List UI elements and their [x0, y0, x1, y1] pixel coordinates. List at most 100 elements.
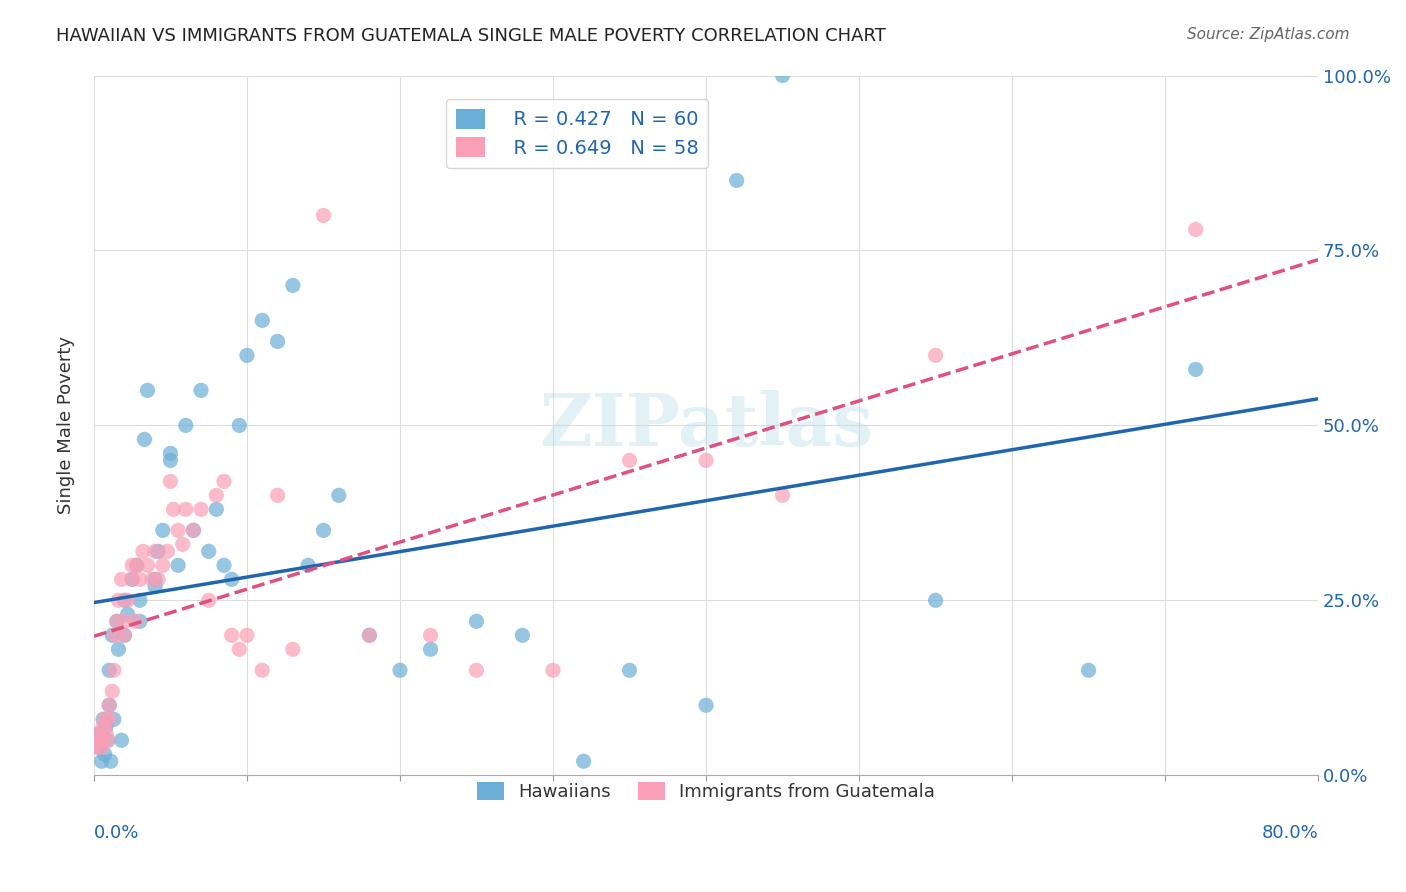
Point: [183, 524, 205, 538]
Point: [236, 628, 259, 642]
Point: [328, 488, 350, 502]
Point: [205, 488, 228, 502]
Point: [1184, 222, 1206, 236]
Text: HAWAIIAN VS IMMIGRANTS FROM GUATEMALA SINGLE MALE POVERTY CORRELATION CHART: HAWAIIAN VS IMMIGRANTS FROM GUATEMALA SI…: [56, 27, 886, 45]
Point: [91, 712, 114, 726]
Point: [96, 719, 118, 733]
Point: [86, 740, 108, 755]
Point: [96, 726, 118, 740]
Point: [541, 663, 564, 677]
Point: [143, 572, 166, 586]
Point: [114, 593, 136, 607]
Point: [89, 733, 111, 747]
Point: [252, 663, 274, 677]
Point: [107, 593, 129, 607]
Point: [281, 642, 304, 657]
Point: [465, 663, 488, 677]
Point: [281, 278, 304, 293]
Point: [136, 384, 159, 398]
Point: [101, 628, 124, 642]
Point: [419, 642, 441, 657]
Point: [152, 558, 174, 573]
Point: [117, 593, 139, 607]
Point: [141, 572, 163, 586]
Point: [104, 628, 127, 642]
Point: [128, 593, 150, 607]
Point: [132, 544, 155, 558]
Point: [221, 572, 243, 586]
Point: [128, 572, 150, 586]
Point: [205, 502, 228, 516]
Point: [136, 558, 159, 573]
Text: 0.0%: 0.0%: [94, 824, 139, 842]
Text: 80.0%: 80.0%: [1261, 824, 1319, 842]
Point: [197, 593, 219, 607]
Point: [619, 453, 641, 467]
Point: [114, 615, 136, 629]
Point: [143, 579, 166, 593]
Point: [110, 572, 132, 586]
Point: [212, 475, 235, 489]
Point: [114, 628, 136, 642]
Point: [121, 572, 143, 586]
Point: [90, 754, 112, 768]
Point: [266, 488, 288, 502]
Point: [167, 524, 190, 538]
Point: [91, 719, 114, 733]
Point: [156, 544, 179, 558]
Point: [695, 698, 717, 713]
Point: [312, 209, 335, 223]
Point: [159, 475, 181, 489]
Point: [159, 453, 181, 467]
Point: [128, 615, 150, 629]
Point: [1077, 663, 1099, 677]
Point: [465, 615, 488, 629]
Point: [107, 642, 129, 657]
Point: [97, 733, 120, 747]
Point: [266, 334, 288, 349]
Point: [100, 754, 122, 768]
Point: [190, 384, 212, 398]
Point: [725, 173, 748, 187]
Point: [84, 733, 107, 747]
Point: [359, 628, 381, 642]
Point: [512, 628, 534, 642]
Point: [297, 558, 319, 573]
Point: [228, 418, 250, 433]
Point: [252, 313, 274, 327]
Point: [101, 684, 124, 698]
Point: [162, 502, 184, 516]
Point: [114, 628, 136, 642]
Point: [174, 418, 197, 433]
Point: [924, 348, 946, 362]
Y-axis label: Single Male Poverty: Single Male Poverty: [58, 336, 75, 515]
Point: [121, 572, 143, 586]
Point: [159, 446, 181, 460]
Point: [98, 663, 121, 677]
Point: [152, 524, 174, 538]
Point: [1184, 362, 1206, 376]
Point: [98, 712, 121, 726]
Point: [695, 453, 717, 467]
Point: [167, 558, 190, 573]
Point: [148, 544, 170, 558]
Point: [93, 712, 115, 726]
Point: [125, 558, 148, 573]
Text: ZIPatlas: ZIPatlas: [538, 390, 873, 461]
Point: [419, 628, 441, 642]
Point: [148, 572, 170, 586]
Point: [312, 524, 335, 538]
Point: [197, 544, 219, 558]
Point: [134, 433, 156, 447]
Point: [190, 502, 212, 516]
Point: [98, 698, 121, 713]
Point: [117, 607, 139, 622]
Point: [212, 558, 235, 573]
Point: [98, 698, 121, 713]
Point: [87, 726, 110, 740]
Point: [359, 628, 381, 642]
Point: [89, 726, 111, 740]
Point: [174, 502, 197, 516]
Point: [143, 544, 166, 558]
Point: [172, 537, 194, 551]
